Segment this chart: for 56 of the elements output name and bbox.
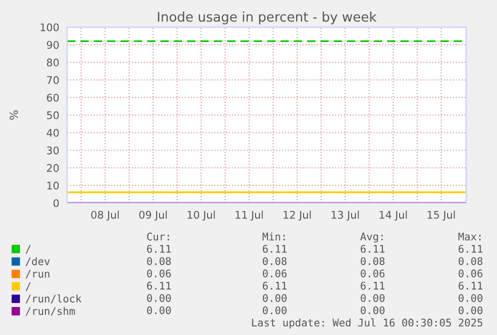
text: 0.00 (147, 306, 171, 314)
x-tick-label: 08 Jul (91, 210, 119, 221)
legend-label: /run/lock (26, 294, 82, 304)
y-tick-label: 80 (46, 58, 59, 66)
legend-label: / (26, 282, 31, 291)
text: 6.11 (262, 282, 287, 290)
text: 0.00 (458, 294, 482, 302)
text: 0.06 (458, 269, 482, 278)
x-tick-label: 13 Jul (332, 210, 359, 221)
text: 0.00 (458, 306, 482, 314)
text: 6.11 (360, 282, 384, 290)
chart-title: Inode usage in percent - by week (158, 12, 377, 24)
text: 6.11 (458, 244, 482, 253)
text: 0.08 (262, 257, 287, 266)
text: 6.11 (147, 282, 171, 290)
text: Max: (458, 232, 481, 240)
text: 0.06 (147, 269, 171, 278)
x-tick-label: 15 Jul (428, 210, 455, 221)
text: Cur: (147, 232, 169, 240)
text: 0.00 (360, 306, 384, 314)
y-tick-label: 90 (46, 40, 59, 49)
x-tick-label: 14 Jul (380, 210, 407, 221)
text: Avg: (360, 232, 383, 243)
x-tick-label: 10 Jul (188, 210, 215, 221)
text: Last update: Wed Jul 16 00:30:05 2025 (252, 318, 482, 329)
y-tick-label: 70 (47, 76, 59, 84)
x-tick-label: 09 Jul (139, 210, 167, 221)
text: 0.00 (262, 306, 287, 314)
legend-label: / (26, 245, 31, 254)
y-tick-label: 40 (46, 128, 59, 137)
text: 6.11 (262, 244, 287, 253)
legend-label: /run/shm (26, 306, 75, 316)
legend-label: /run (26, 270, 50, 279)
text: 0.08 (458, 257, 482, 266)
legend-label: /dev (26, 257, 50, 266)
y-tick-label: 100 (40, 23, 59, 32)
x-tick-label: 11 Jul (236, 210, 263, 221)
y-tick-label: 50 (47, 111, 59, 120)
y-axis-title: % (10, 110, 18, 120)
y-tick-label: 30 (46, 146, 59, 154)
x-tick-label: 12 Jul (284, 210, 311, 221)
text: 6.11 (147, 244, 171, 253)
text: 6.11 (360, 244, 384, 253)
text: 6.11 (458, 282, 482, 290)
text: 0.00 (147, 294, 171, 302)
text: 0.00 (262, 294, 287, 302)
y-tick-label: 20 (46, 164, 59, 172)
y-tick-label: 60 (46, 94, 59, 102)
text: Min: (262, 232, 285, 240)
y-tick-label: 0 (54, 199, 59, 208)
text: 0.06 (360, 269, 384, 278)
text: 0.08 (147, 257, 171, 266)
y-tick-label: 10 (47, 182, 59, 190)
text: 0.08 (360, 257, 385, 266)
text: 0.06 (262, 269, 287, 278)
text: 0.00 (360, 294, 384, 302)
